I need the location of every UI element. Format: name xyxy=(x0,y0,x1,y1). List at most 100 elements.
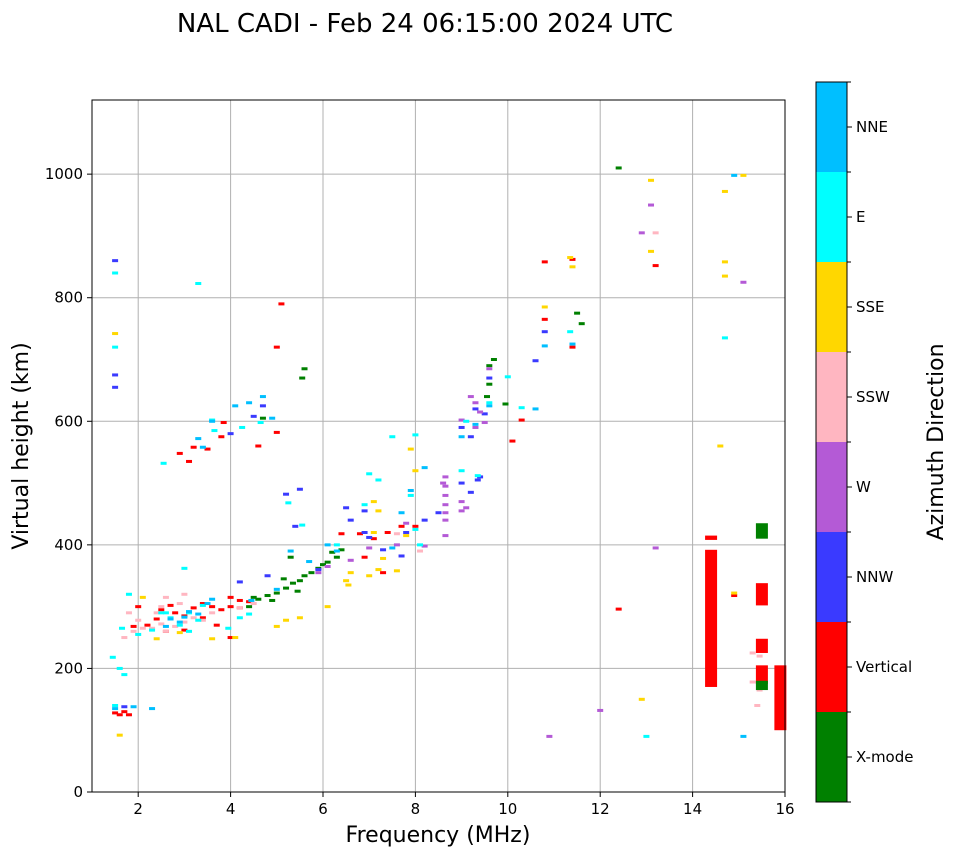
data-point xyxy=(162,629,169,633)
series-x-mode xyxy=(246,166,622,609)
data-point xyxy=(652,231,659,235)
data-point xyxy=(158,608,165,612)
colorbar-label: NNE xyxy=(856,118,888,136)
y-axis-label: Virtual height (km) xyxy=(9,342,34,549)
y-axis-ticks: 0 200 400 600 800 1000 xyxy=(45,165,92,801)
y-tick-label: 0 xyxy=(73,783,83,801)
echo-bar xyxy=(755,638,768,653)
data-point xyxy=(315,568,322,572)
data-point xyxy=(306,560,313,564)
data-point xyxy=(417,549,424,553)
data-point xyxy=(195,282,202,286)
data-point xyxy=(481,412,488,416)
data-point xyxy=(347,518,354,522)
data-point xyxy=(442,484,449,488)
data-point xyxy=(421,518,428,522)
data-point xyxy=(329,550,336,554)
data-point xyxy=(119,626,126,630)
data-point xyxy=(320,563,326,567)
data-point xyxy=(333,549,340,553)
colorbar-swatch xyxy=(816,442,847,532)
data-point xyxy=(139,626,146,630)
data-point xyxy=(220,421,227,425)
data-point xyxy=(442,511,449,515)
data-point xyxy=(484,395,491,399)
echo-bar xyxy=(755,523,768,539)
colorbar-swatch xyxy=(816,172,847,262)
data-point xyxy=(204,602,211,606)
data-point xyxy=(125,611,132,615)
data-point xyxy=(749,651,756,655)
data-point xyxy=(740,734,747,738)
data-point xyxy=(158,622,165,626)
data-point xyxy=(472,425,479,429)
data-point xyxy=(218,608,225,612)
data-point xyxy=(648,203,655,207)
data-point xyxy=(259,395,266,399)
y-tick-label: 1000 xyxy=(45,165,83,183)
series-sse xyxy=(112,173,747,737)
data-point xyxy=(204,447,211,451)
data-point xyxy=(380,548,387,552)
data-point xyxy=(384,531,391,534)
data-point xyxy=(195,437,202,441)
colorbar-label: E xyxy=(856,208,865,226)
data-point xyxy=(125,592,132,596)
data-point xyxy=(296,579,303,583)
data-point xyxy=(361,503,368,507)
data-point xyxy=(259,416,266,420)
data-point xyxy=(172,624,179,628)
data-point xyxy=(389,546,396,550)
colorbar-swatch xyxy=(816,82,847,172)
data-point xyxy=(366,535,373,539)
data-point xyxy=(299,523,306,527)
data-point xyxy=(250,414,257,418)
data-point xyxy=(190,445,197,449)
data-point xyxy=(481,421,488,425)
data-point xyxy=(389,435,396,439)
data-point xyxy=(236,598,243,602)
plot-area: 2 4 6 8 10 12 14 16 0 200 400 600 800 1000 xyxy=(45,99,795,818)
data-point xyxy=(458,469,465,473)
data-point xyxy=(643,734,650,738)
echo-bar xyxy=(755,665,768,684)
data-point xyxy=(199,603,206,607)
data-point xyxy=(162,595,169,599)
data-point xyxy=(264,594,271,598)
data-point xyxy=(273,591,280,595)
data-point xyxy=(417,543,424,547)
data-point xyxy=(442,518,449,522)
data-point xyxy=(569,342,576,346)
data-point xyxy=(532,407,539,411)
data-point xyxy=(509,439,516,443)
data-point xyxy=(181,620,188,624)
colorbar-label: X-mode xyxy=(856,748,913,766)
data-point xyxy=(347,558,354,562)
data-point xyxy=(209,605,216,609)
data-point xyxy=(578,322,585,326)
data-point xyxy=(181,592,188,596)
data-point xyxy=(135,618,142,622)
data-point xyxy=(721,260,728,264)
data-point xyxy=(181,628,188,632)
data-point xyxy=(486,404,493,408)
data-point xyxy=(474,474,481,478)
data-point xyxy=(116,666,123,670)
data-point xyxy=(158,605,165,609)
data-point xyxy=(112,711,119,715)
data-point xyxy=(569,265,576,269)
data-point xyxy=(301,367,308,371)
data-point xyxy=(486,376,493,380)
data-point xyxy=(227,605,234,609)
data-point xyxy=(109,655,116,659)
data-point xyxy=(546,734,553,738)
data-point xyxy=(294,589,301,593)
data-point xyxy=(458,425,465,429)
echo-bar xyxy=(755,583,768,606)
data-point xyxy=(486,382,493,386)
data-point xyxy=(442,475,449,479)
data-point xyxy=(567,330,574,334)
data-point xyxy=(403,521,410,525)
data-point xyxy=(343,579,350,583)
data-point xyxy=(250,595,257,599)
